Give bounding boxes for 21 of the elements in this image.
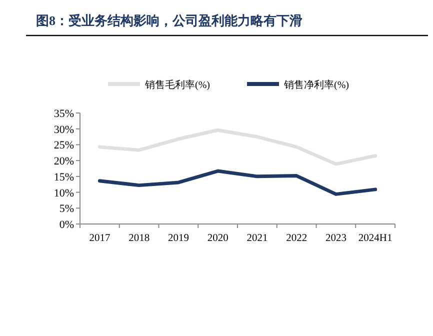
- legend-label: 销售净利率(%): [283, 79, 349, 91]
- y-tick-label: 35%: [54, 108, 74, 120]
- legend-label: 销售毛利率(%): [144, 79, 210, 91]
- y-tick-label: 25%: [54, 140, 74, 152]
- y-tick-label: 0%: [59, 219, 74, 231]
- y-tick-label: 30%: [54, 124, 74, 136]
- x-tick-label: 2019: [168, 233, 189, 244]
- y-tick-label: 15%: [54, 171, 74, 184]
- y-tick-label: 5%: [59, 203, 74, 216]
- x-tick-label: 2023: [325, 233, 346, 244]
- y-tick-label: 10%: [54, 187, 74, 200]
- x-tick-label: 2017: [89, 233, 110, 244]
- y-tick-label: 20%: [54, 156, 74, 168]
- line-series: [98, 169, 378, 196]
- x-tick-label: 2018: [128, 233, 150, 244]
- chart-title: 图8：受业务结构影响，公司盈利能力略有下滑: [36, 13, 302, 28]
- x-tick-label: 2022: [286, 233, 308, 244]
- x-tick-label: 2020: [207, 233, 228, 244]
- x-tick-label: 2024H1: [358, 233, 392, 244]
- x-tick-label: 2021: [246, 233, 268, 244]
- line-series: [98, 128, 378, 166]
